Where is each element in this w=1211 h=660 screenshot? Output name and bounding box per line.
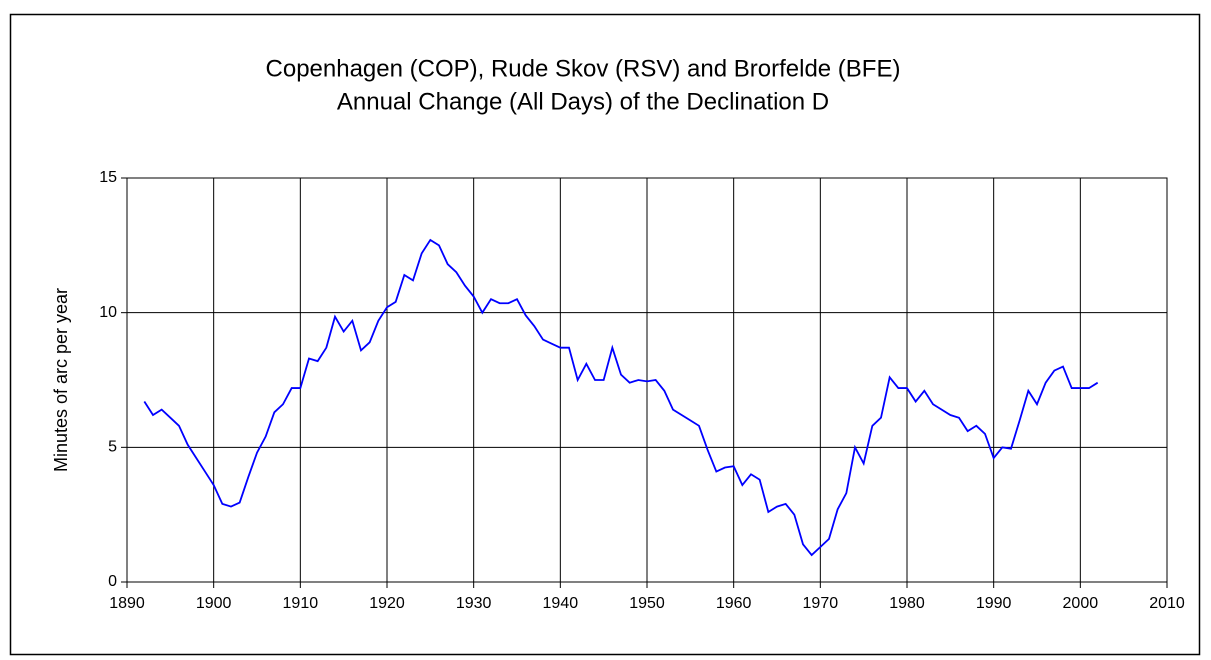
x-tick-label: 1910 [283, 595, 319, 612]
x-tick-label: 1950 [629, 595, 665, 612]
x-tick-label: 1980 [889, 595, 925, 612]
data-line [143, 238, 1099, 557]
x-tick-label: 1930 [456, 595, 492, 612]
y-axis-label: Minutes of arc per year [51, 288, 71, 472]
x-tick-label: 1920 [369, 595, 405, 612]
x-tick-label: 2000 [1063, 595, 1099, 612]
y-tick-label: 10 [99, 304, 117, 321]
x-tick-label: 1890 [109, 595, 145, 612]
x-tick-label: 1900 [196, 595, 232, 612]
y-tick-label: 0 [108, 573, 117, 590]
x-tick-label: 1990 [976, 595, 1012, 612]
y-tick-label: 15 [99, 169, 117, 186]
chart-subtitle: Annual Change (All Days) of the Declinat… [337, 88, 829, 115]
x-tick-label: 2010 [1149, 595, 1185, 612]
x-tick-label: 1940 [543, 595, 579, 612]
x-tick-label: 1960 [716, 595, 752, 612]
chart-title: Copenhagen (COP), Rude Skov (RSV) and Br… [266, 55, 901, 82]
x-tick-label: 1970 [803, 595, 839, 612]
y-tick-label: 5 [108, 439, 117, 456]
